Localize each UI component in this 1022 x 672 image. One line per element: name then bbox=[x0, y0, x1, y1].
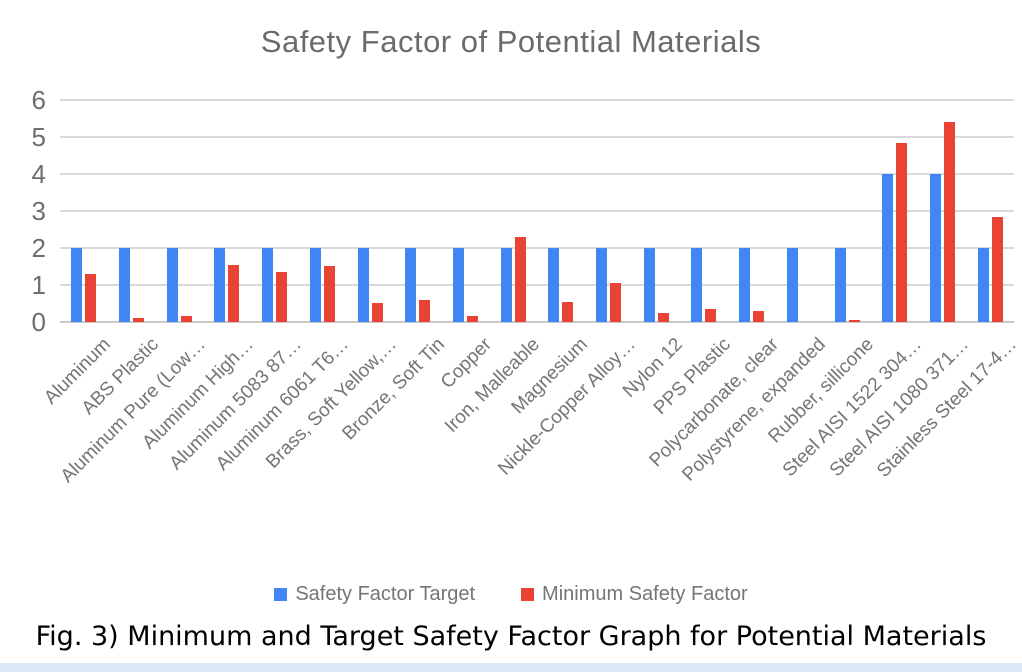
bar-target bbox=[548, 248, 559, 322]
bar-target bbox=[167, 248, 178, 322]
bar-minimum bbox=[85, 274, 96, 322]
bar-minimum bbox=[419, 300, 430, 322]
bar-target bbox=[835, 248, 846, 322]
legend-item: Safety Factor Target bbox=[274, 583, 475, 606]
bar-target bbox=[739, 248, 750, 322]
bar-minimum bbox=[992, 217, 1003, 322]
y-axis-tick-label: 3 bbox=[31, 196, 46, 226]
legend-label: Minimum Safety Factor bbox=[542, 583, 748, 605]
bar-minimum bbox=[324, 266, 335, 322]
bar-minimum bbox=[372, 303, 383, 322]
bar-target bbox=[691, 248, 702, 322]
bar-minimum bbox=[515, 237, 526, 322]
bar-target bbox=[119, 248, 130, 322]
bar-target bbox=[405, 248, 416, 322]
bar-minimum bbox=[896, 143, 907, 322]
legend-swatch bbox=[274, 588, 288, 601]
bar-target bbox=[596, 248, 607, 322]
gridline bbox=[60, 136, 1014, 138]
gridline bbox=[60, 173, 1014, 175]
bar-target bbox=[358, 248, 369, 322]
bar-minimum bbox=[562, 302, 573, 322]
bar-target bbox=[787, 248, 798, 322]
bar-minimum bbox=[467, 316, 478, 322]
bar-minimum bbox=[276, 272, 287, 322]
gridline bbox=[60, 284, 1014, 286]
bar-minimum bbox=[228, 265, 239, 322]
bar-minimum bbox=[944, 122, 955, 322]
bar-minimum bbox=[181, 316, 192, 322]
gridline bbox=[60, 321, 1014, 323]
bar-minimum bbox=[849, 320, 860, 322]
bar-target bbox=[214, 248, 225, 322]
bottom-strip bbox=[0, 663, 1022, 672]
y-axis-tick-label: 4 bbox=[31, 159, 46, 189]
bar-minimum bbox=[610, 283, 621, 322]
y-axis-tick-label: 1 bbox=[31, 270, 46, 300]
gridline bbox=[60, 247, 1014, 249]
bar-minimum bbox=[133, 318, 144, 322]
bar-target bbox=[644, 248, 655, 322]
bar-minimum bbox=[705, 309, 716, 322]
chart-title: Safety Factor of Potential Materials bbox=[260, 24, 762, 59]
legend-item: Minimum Safety Factor bbox=[521, 583, 748, 606]
bar-target bbox=[310, 248, 321, 322]
bar-target bbox=[882, 174, 893, 322]
bar-target bbox=[71, 248, 82, 322]
bar-minimum bbox=[658, 313, 669, 322]
y-axis-tick-label: 2 bbox=[31, 233, 46, 263]
bar-target bbox=[978, 248, 989, 322]
figure-caption: Fig. 3) Minimum and Target Safety Factor… bbox=[35, 621, 987, 652]
bar-target bbox=[501, 248, 512, 322]
legend-label: Safety Factor Target bbox=[295, 583, 476, 605]
bar-target bbox=[262, 248, 273, 322]
bar-target bbox=[453, 248, 464, 322]
y-axis-tick-label: 0 bbox=[31, 307, 46, 337]
y-axis-tick-label: 6 bbox=[31, 85, 46, 115]
y-axis-tick-label: 5 bbox=[31, 122, 46, 152]
legend-swatch bbox=[521, 588, 535, 601]
plot-area: 0 1 2 3 4 5 6 Aluminum ABS Plastic Aluminum Pure … bbox=[31, 85, 1021, 487]
gridline bbox=[60, 210, 1014, 212]
chart-legend: Safety Factor Target Minimum Safety Facto… bbox=[0, 583, 1022, 606]
bar-target bbox=[930, 174, 941, 322]
bar-minimum bbox=[753, 311, 764, 322]
gridline bbox=[60, 99, 1014, 101]
